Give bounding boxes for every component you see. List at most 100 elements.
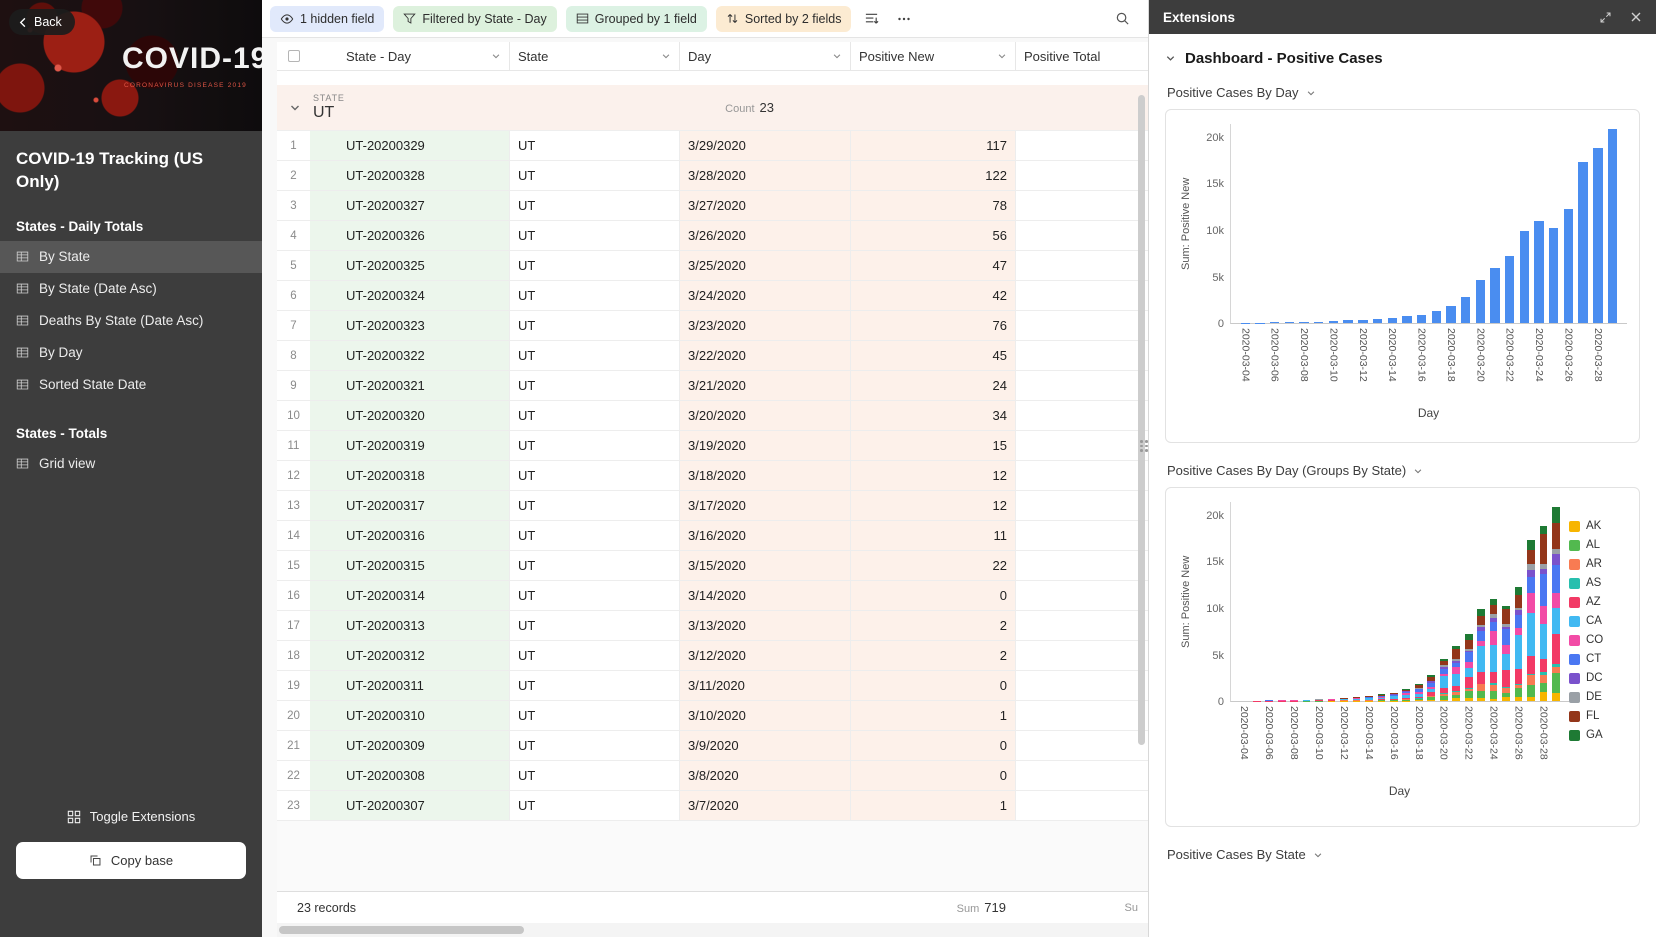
row-height-button[interactable] <box>860 7 883 30</box>
cell-positive-total[interactable] <box>1016 521 1148 551</box>
table-row[interactable]: 11 UT-20200319 UT 3/19/2020 15 <box>277 431 1148 461</box>
cell-state[interactable]: UT <box>510 161 680 191</box>
filter-button[interactable]: Filtered by State - Day <box>393 5 557 32</box>
footer-sum-positive-new[interactable]: Sum 719 <box>851 900 1016 915</box>
cell-day[interactable]: 3/16/2020 <box>680 521 851 551</box>
cell-state[interactable]: UT <box>510 431 680 461</box>
sidebar-item-by-state[interactable]: By State <box>0 240 262 273</box>
table-row[interactable]: 23 UT-20200307 UT 3/7/2020 1 <box>277 791 1148 821</box>
cell-positive-new[interactable]: 1 <box>851 791 1016 821</box>
cell-state[interactable]: UT <box>510 461 680 491</box>
cell-positive-total[interactable] <box>1016 611 1148 641</box>
group-collapse-chevron-icon[interactable] <box>285 98 305 118</box>
column-header-positive-new[interactable]: Positive New <box>851 42 1016 70</box>
cell-positive-new[interactable]: 117 <box>851 131 1016 161</box>
cell-positive-total[interactable] <box>1016 551 1148 581</box>
cell-state[interactable]: UT <box>510 401 680 431</box>
cell-state-day[interactable]: UT-20200318 <box>310 461 510 491</box>
chevron-down-icon[interactable] <box>1313 850 1323 860</box>
cell-positive-new[interactable]: 22 <box>851 551 1016 581</box>
cell-state-day[interactable]: UT-20200311 <box>310 671 510 701</box>
cell-state-day[interactable]: UT-20200321 <box>310 371 510 401</box>
cell-state[interactable]: UT <box>510 281 680 311</box>
expand-icon[interactable] <box>1599 11 1612 24</box>
sidebar-item-deaths-by-state[interactable]: Deaths By State (Date Asc) <box>0 305 262 337</box>
cell-positive-total[interactable] <box>1016 161 1148 191</box>
cell-state[interactable]: UT <box>510 131 680 161</box>
table-row[interactable]: 12 UT-20200318 UT 3/18/2020 12 <box>277 461 1148 491</box>
table-row[interactable]: 6 UT-20200324 UT 3/24/2020 42 <box>277 281 1148 311</box>
footer-sum-positive-total[interactable]: Su <box>1016 902 1148 914</box>
cell-state[interactable]: UT <box>510 731 680 761</box>
cell-day[interactable]: 3/10/2020 <box>680 701 851 731</box>
column-header-state[interactable]: State <box>510 42 680 70</box>
cell-state[interactable]: UT <box>510 791 680 821</box>
cell-positive-new[interactable]: 2 <box>851 611 1016 641</box>
cell-positive-total[interactable] <box>1016 461 1148 491</box>
cell-positive-new[interactable]: 11 <box>851 521 1016 551</box>
cell-state[interactable]: UT <box>510 671 680 701</box>
chevron-down-icon[interactable] <box>1306 88 1316 98</box>
cell-day[interactable]: 3/23/2020 <box>680 311 851 341</box>
cell-state[interactable]: UT <box>510 701 680 731</box>
copy-base-button[interactable]: Copy base <box>16 842 246 879</box>
table-row[interactable]: 21 UT-20200309 UT 3/9/2020 0 <box>277 731 1148 761</box>
cell-state[interactable]: UT <box>510 551 680 581</box>
cell-state-day[interactable]: UT-20200323 <box>310 311 510 341</box>
cell-day[interactable]: 3/14/2020 <box>680 581 851 611</box>
cell-positive-total[interactable] <box>1016 401 1148 431</box>
cell-state[interactable]: UT <box>510 761 680 791</box>
cell-positive-new[interactable]: 76 <box>851 311 1016 341</box>
cell-day[interactable]: 3/15/2020 <box>680 551 851 581</box>
more-options-button[interactable] <box>892 7 916 31</box>
cell-positive-new[interactable]: 56 <box>851 221 1016 251</box>
cell-positive-new[interactable]: 0 <box>851 761 1016 791</box>
horizontal-scrollbar-thumb[interactable] <box>279 926 524 934</box>
cell-state-day[interactable]: UT-20200315 <box>310 551 510 581</box>
cell-state[interactable]: UT <box>510 521 680 551</box>
cell-positive-total[interactable] <box>1016 131 1148 161</box>
cell-positive-new[interactable]: 122 <box>851 161 1016 191</box>
table-row[interactable]: 2 UT-20200328 UT 3/28/2020 122 <box>277 161 1148 191</box>
toggle-extensions-button[interactable]: Toggle Extensions <box>67 809 195 824</box>
cell-state-day[interactable]: UT-20200320 <box>310 401 510 431</box>
cell-state-day[interactable]: UT-20200329 <box>310 131 510 161</box>
cell-positive-new[interactable]: 12 <box>851 491 1016 521</box>
cell-state[interactable]: UT <box>510 491 680 521</box>
cell-positive-total[interactable] <box>1016 581 1148 611</box>
close-icon[interactable] <box>1630 11 1642 24</box>
cell-positive-total[interactable] <box>1016 491 1148 521</box>
cell-day[interactable]: 3/28/2020 <box>680 161 851 191</box>
cell-positive-total[interactable] <box>1016 311 1148 341</box>
table-row[interactable]: 5 UT-20200325 UT 3/25/2020 47 <box>277 251 1148 281</box>
chevron-down-icon[interactable] <box>491 51 501 61</box>
cell-day[interactable]: 3/21/2020 <box>680 371 851 401</box>
cell-state-day[interactable]: UT-20200312 <box>310 641 510 671</box>
cell-positive-new[interactable]: 42 <box>851 281 1016 311</box>
cell-positive-total[interactable] <box>1016 371 1148 401</box>
table-row[interactable]: 7 UT-20200323 UT 3/23/2020 76 <box>277 311 1148 341</box>
table-row[interactable]: 22 UT-20200308 UT 3/8/2020 0 <box>277 761 1148 791</box>
cell-state-day[interactable]: UT-20200314 <box>310 581 510 611</box>
cell-state-day[interactable]: UT-20200322 <box>310 341 510 371</box>
column-header-positive-total[interactable]: Positive Total <box>1016 42 1148 70</box>
cell-state-day[interactable]: UT-20200309 <box>310 731 510 761</box>
table-row[interactable]: 18 UT-20200312 UT 3/12/2020 2 <box>277 641 1148 671</box>
cell-positive-total[interactable] <box>1016 251 1148 281</box>
cell-state[interactable]: UT <box>510 611 680 641</box>
group-button[interactable]: Grouped by 1 field <box>565 5 707 32</box>
cell-day[interactable]: 3/9/2020 <box>680 731 851 761</box>
cell-state-day[interactable]: UT-20200310 <box>310 701 510 731</box>
cell-positive-new[interactable]: 15 <box>851 431 1016 461</box>
hidden-fields-button[interactable]: 1 hidden field <box>270 5 385 32</box>
sidebar-item-by-day[interactable]: By Day <box>0 337 262 369</box>
cell-state[interactable]: UT <box>510 641 680 671</box>
sidebar-item-by-state-date-asc[interactable]: By State (Date Asc) <box>0 273 262 305</box>
cell-positive-new[interactable]: 0 <box>851 731 1016 761</box>
sidebar-item-sorted-state-date[interactable]: Sorted State Date <box>0 369 262 401</box>
table-row[interactable]: 20 UT-20200310 UT 3/10/2020 1 <box>277 701 1148 731</box>
cell-positive-new[interactable]: 34 <box>851 401 1016 431</box>
table-row[interactable]: 17 UT-20200313 UT 3/13/2020 2 <box>277 611 1148 641</box>
cell-positive-new[interactable]: 78 <box>851 191 1016 221</box>
cell-day[interactable]: 3/18/2020 <box>680 461 851 491</box>
